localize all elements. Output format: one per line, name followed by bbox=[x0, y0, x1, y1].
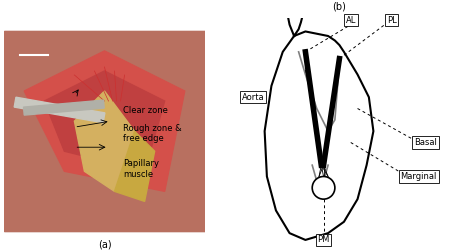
Polygon shape bbox=[74, 91, 135, 191]
Text: Rough zone &
free edge: Rough zone & free edge bbox=[123, 124, 182, 143]
Text: Basal: Basal bbox=[414, 138, 437, 147]
Polygon shape bbox=[44, 71, 164, 171]
Circle shape bbox=[312, 176, 335, 199]
Polygon shape bbox=[115, 131, 155, 201]
Title: (a): (a) bbox=[98, 239, 111, 249]
Text: Papillary
muscle: Papillary muscle bbox=[123, 159, 159, 178]
Text: Clear zone: Clear zone bbox=[123, 106, 168, 115]
Text: PM: PM bbox=[318, 235, 330, 244]
Polygon shape bbox=[24, 51, 185, 191]
Bar bbox=[14, 97, 105, 123]
Title: (b): (b) bbox=[332, 2, 346, 12]
Text: Aorta: Aorta bbox=[242, 93, 264, 102]
Text: PL: PL bbox=[387, 16, 396, 25]
Bar bbox=[4, 31, 205, 232]
Bar bbox=[24, 100, 104, 115]
Text: AL: AL bbox=[346, 16, 356, 25]
Text: Marginal: Marginal bbox=[401, 172, 437, 181]
Polygon shape bbox=[4, 31, 205, 232]
